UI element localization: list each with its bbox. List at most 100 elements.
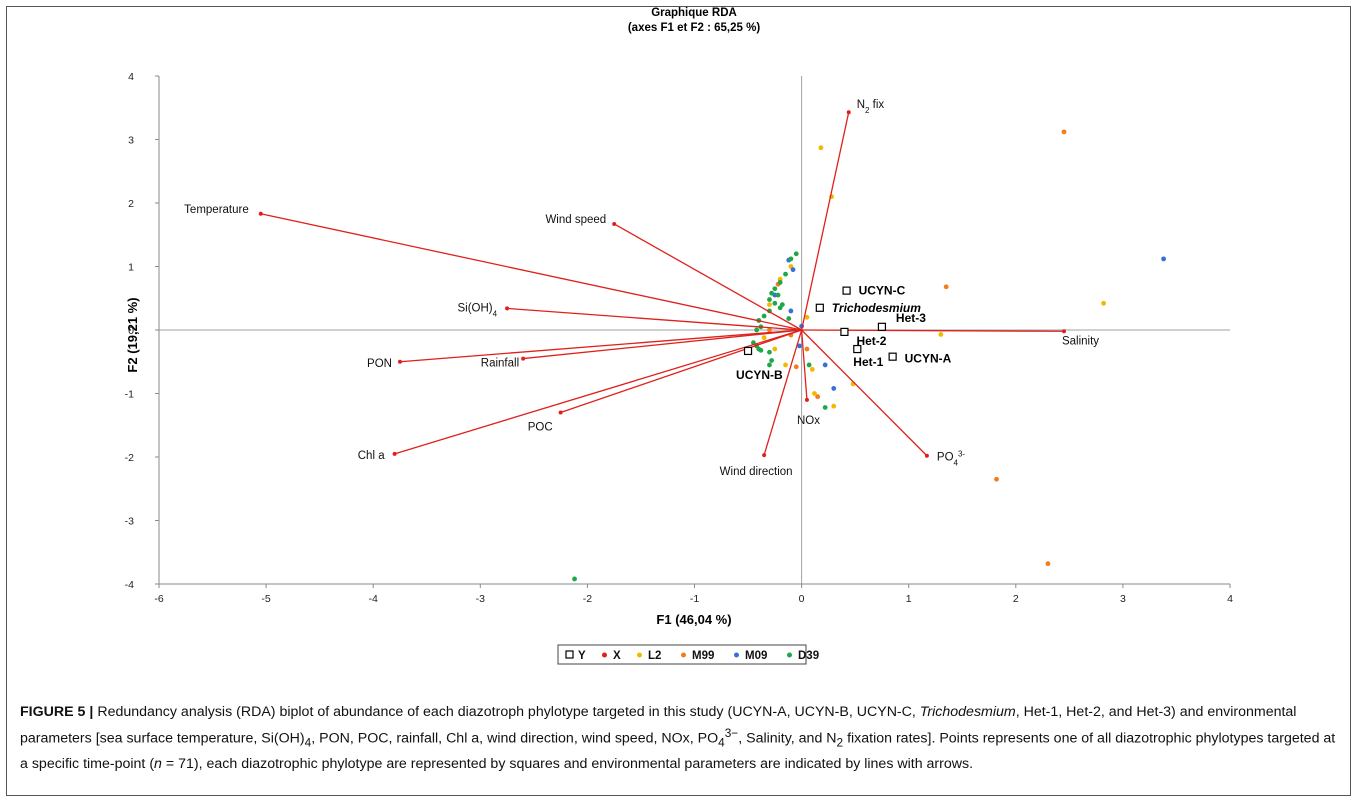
- x-axis-label: F1 (46,04 %): [656, 612, 731, 627]
- caption-figure-label: FIGURE 5: [20, 704, 86, 720]
- legend-marker-d39: [787, 652, 792, 658]
- vector-label-sub: 4: [954, 458, 959, 467]
- vector-label-salinity: Salinity: [1062, 335, 1099, 347]
- point-m99: [767, 327, 772, 333]
- x-tick-label: 1: [906, 593, 912, 605]
- point-l2: [1101, 300, 1107, 306]
- vector-label-si-oh: Si(OH)4: [457, 302, 497, 318]
- rda-biplot: -6 -5 -4 -3 -2 -1 0 1 2 3 4 -4 -3 -2 -1 0 1 2 3 4 Graphique…: [125, 7, 1233, 665]
- vector-tip-pon: [397, 359, 402, 364]
- point-d39: [767, 297, 772, 302]
- y-axis-label: F2 (19,21 %): [125, 297, 140, 372]
- x-tick-label: -4: [369, 593, 378, 605]
- y-tick-label: -4: [125, 579, 134, 591]
- point-d39: [758, 347, 764, 353]
- vector-tip-salinity: [1061, 329, 1066, 334]
- vector-line-po: [801, 329, 928, 457]
- phylotype-label-trichodesmium: Trichodesmium: [832, 301, 921, 315]
- legend-marker-l2: [637, 652, 642, 658]
- vector-label-temperature: Temperature: [184, 204, 249, 216]
- point-m09: [1161, 256, 1166, 262]
- figure-caption: FIGURE 5 | Redundancy analysis (RDA) bip…: [20, 702, 1338, 775]
- caption-text-1: Redundancy analysis (RDA) biplot of abun…: [93, 704, 920, 720]
- vector-label-po: PO43-: [937, 449, 966, 467]
- x-tick-label: -5: [261, 593, 270, 605]
- vector-tip-po: [924, 453, 929, 458]
- vector-tip-chl-a: [392, 451, 397, 456]
- phylotype-square-ucyn-c: [842, 286, 851, 295]
- vector-label-suffix: fix: [869, 99, 884, 111]
- point-l2: [804, 314, 810, 320]
- phylotype-square-het-1: [853, 344, 862, 354]
- vector-tip-n: [846, 110, 851, 115]
- vector-label-text: Wind speed: [545, 214, 606, 226]
- point-m09: [831, 386, 837, 391]
- chart-title: Graphique RDA: [651, 7, 737, 19]
- point-l2: [831, 403, 837, 409]
- point-d39: [777, 279, 783, 285]
- point-d39: [769, 358, 775, 363]
- vector-label-text: Rainfall: [481, 358, 519, 370]
- point-d39: [806, 362, 812, 368]
- figure-frame: [6, 6, 1351, 796]
- axes-and-ticks: -6 -5 -4 -3 -2 -1 0 1 2 3 4 -4 -3 -2 -1 0 1 2 3 4: [125, 71, 1233, 605]
- y-tick-label: 2: [128, 198, 134, 210]
- caption-text-6: = 71), each diazotrophic phylotype are r…: [161, 755, 974, 772]
- point-l2: [761, 335, 767, 341]
- vector-label-poc: POC: [528, 422, 553, 434]
- x-tick-label: -2: [583, 593, 592, 605]
- vector-label-wind-direction: Wind direction: [720, 466, 793, 478]
- vector-label-pon: PON: [367, 358, 392, 370]
- point-l2: [938, 332, 944, 337]
- vector-label-text: POC: [528, 422, 553, 434]
- point-d39: [754, 327, 760, 333]
- x-tick-label: -1: [690, 593, 699, 605]
- phylotype-label-ucyn-b: UCYN-B: [736, 368, 783, 382]
- point-m99: [943, 284, 949, 290]
- vector-tip-nox: [804, 397, 809, 402]
- vector-line-pon: [399, 329, 802, 363]
- legend-label-y: Y: [578, 650, 586, 662]
- point-d39: [761, 313, 767, 319]
- vector-tip-wind-direction: [762, 453, 767, 458]
- phylotype-label-ucyn-a: UCYN-A: [905, 352, 952, 366]
- point-m09: [797, 343, 802, 349]
- vector-line-si-oh: [507, 307, 802, 331]
- phylotype-label-het-2: Het-2: [856, 334, 886, 348]
- vector-tip-poc: [558, 410, 563, 415]
- vector-label-text: PO: [937, 452, 954, 464]
- point-d39: [788, 256, 794, 262]
- point-d39: [783, 271, 788, 277]
- point-m99: [994, 476, 999, 482]
- vector-line-poc: [560, 329, 802, 414]
- phylotype-label-het-1: Het-1: [853, 355, 883, 369]
- y-tick-label: 1: [128, 262, 134, 274]
- legend-label-l2: L2: [648, 650, 661, 662]
- caption-sub-2: 4: [718, 735, 725, 750]
- phylotype-label-ucyn-c: UCYN-C: [859, 284, 906, 298]
- vector-label-sup: 3-: [958, 449, 965, 458]
- vector-line-wind-speed: [613, 223, 802, 331]
- x-tick-label: 3: [1120, 593, 1126, 605]
- point-l2: [772, 346, 778, 352]
- legend: Y X L2 M99 M09 D39: [557, 644, 819, 665]
- point-d39: [767, 349, 772, 355]
- vector-label-text: NOx: [797, 415, 820, 427]
- phylotype-square-het-2: [840, 327, 849, 337]
- point-m99: [1045, 561, 1051, 567]
- vector-label-nox: NOx: [797, 415, 820, 427]
- caption-sub-3: 2: [836, 735, 844, 750]
- point-m99: [1061, 129, 1067, 135]
- chart-subtitle: (axes F1 et F2 : 65,25 %): [628, 22, 760, 34]
- point-m99: [804, 346, 810, 352]
- point-m09: [788, 308, 794, 314]
- caption-sup-1: 3−: [724, 726, 739, 740]
- vector-label-sub: 4: [493, 309, 498, 318]
- vector-line-nox: [800, 329, 808, 400]
- vector-tip-rainfall: [521, 356, 526, 361]
- point-d39: [769, 290, 775, 296]
- point-d39: [767, 362, 772, 368]
- point-l2: [812, 391, 817, 396]
- legend-marker-x: [602, 652, 607, 658]
- point-d39: [775, 292, 781, 298]
